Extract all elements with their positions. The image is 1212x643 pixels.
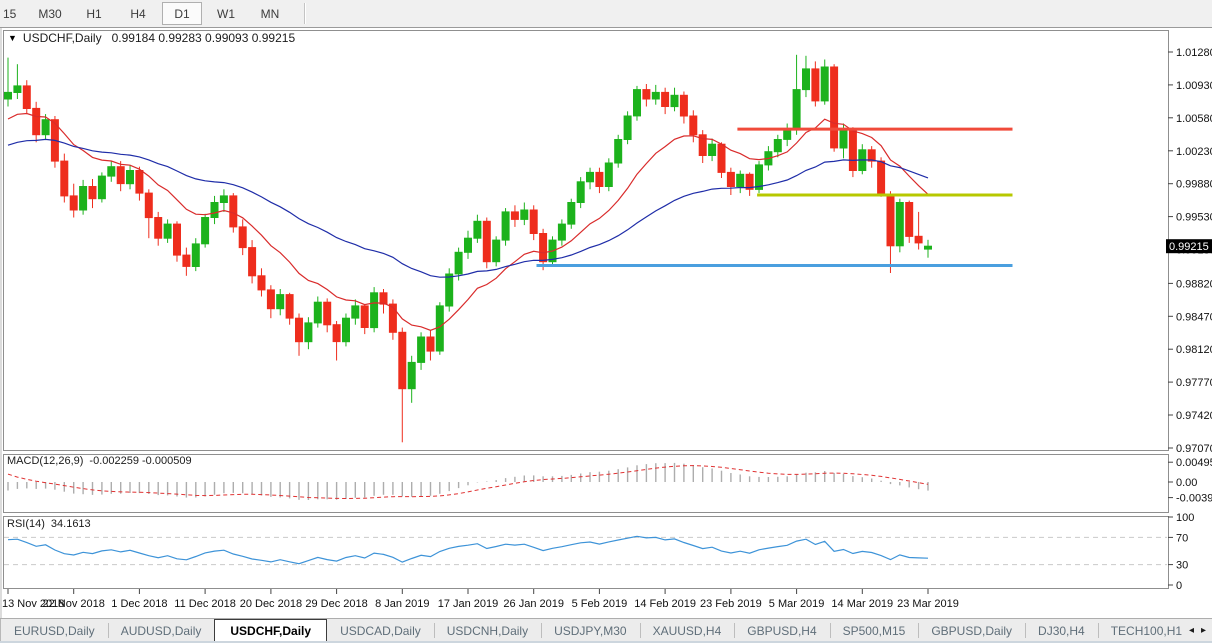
window-left-edge [0, 28, 2, 618]
chart-title: ▼ USDCHF,Daily 0.99184 0.99283 0.99093 0.9… [8, 31, 295, 45]
tab-audusd-daily[interactable]: AUDUSD,Daily [107, 619, 215, 642]
chart-dropdown-icon: ▼ [8, 33, 17, 43]
tab-dj30-h4[interactable]: DJ30,H4 [1025, 619, 1098, 642]
timeframe-button-m15[interactable]: 15 [3, 6, 17, 21]
tab-xauusd-h4[interactable]: XAUUSD,H4 [639, 619, 735, 642]
tab-eurusd-daily[interactable]: EURUSD,Daily [14, 623, 95, 638]
tab-overflow-sliver[interactable] [0, 619, 1, 642]
tab-tech100-h1[interactable]: TECH100,H1 [1097, 619, 1195, 642]
timeframe-button-w1[interactable]: W1 [217, 6, 235, 21]
toolbar-separator [304, 3, 306, 24]
chart-symbol-label: USDCHF,Daily [22, 31, 102, 45]
tab-usdjpy-m30[interactable]: USDJPY,M30 [541, 619, 639, 642]
tab-usdchf-daily[interactable]: USDCHF,Daily [214, 619, 328, 642]
rsi-value: 34.1613 [50, 518, 91, 530]
macd-values: -0.002259 -0.000509 [89, 455, 192, 467]
tab-gbpusd-daily[interactable]: GBPUSD,Daily [918, 619, 1025, 642]
timeframe-button-mn[interactable]: MN [260, 6, 280, 21]
tab-usdcnh-daily[interactable]: USDCNH,Daily [433, 619, 541, 642]
chart-plot-area[interactable] [0, 28, 1212, 618]
macd-indicator-label: MACD(12,26,9) -0.002259 -0.000509 [7, 455, 192, 467]
rsi-name: RSI(14) [7, 518, 45, 530]
tab-scroll-right-icon[interactable]: ▸ [1200, 625, 1206, 636]
timeframe-button-m30[interactable]: M30 [38, 6, 62, 21]
timeframe-button-h4[interactable]: H4 [130, 6, 146, 21]
rsi-indicator-label: RSI(14) 34.1613 [7, 518, 91, 530]
tab-gbpusd-h4[interactable]: GBPUSD,H4 [734, 619, 829, 642]
chart-ohlc-values: 0.99184 0.99283 0.99093 0.99215 [111, 31, 296, 45]
macd-name: MACD(12,26,9) [7, 455, 84, 467]
tab-scroll-left-icon[interactable]: ◂ [1188, 625, 1194, 636]
timeframe-toolbar: 15 M30 H1 H4 D1 W1 MN [0, 0, 1212, 28]
timeframe-button-d1[interactable]: D1 [162, 2, 202, 25]
tab-sp500-m15[interactable]: SP500,M15 [829, 619, 919, 642]
window-bottom-strip [0, 641, 1212, 643]
timeframe-button-h1[interactable]: H1 [86, 6, 102, 21]
symbol-tabbar: EURUSD,Daily AUDUSD,Daily USDCHF,Daily U… [0, 618, 1212, 642]
tab-scroll-controls: ◂ ▸ [1184, 619, 1212, 642]
tab-usdcad-daily[interactable]: USDCAD,Daily [340, 623, 421, 638]
